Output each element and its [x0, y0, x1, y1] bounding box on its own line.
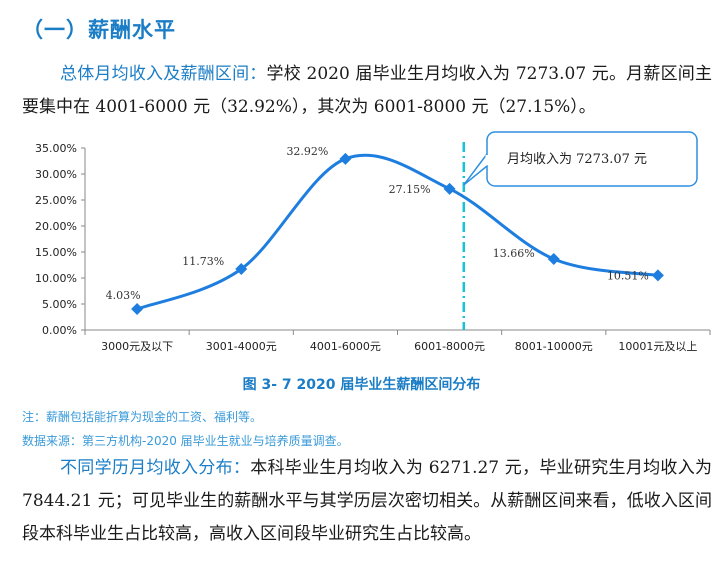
data-label: 13.66%	[493, 247, 535, 260]
paragraph-total-income: 总体月均收入及薪酬区间：学校 2020 届毕业生月均收入为 7273.07 元。…	[22, 58, 712, 124]
data-point-marker	[339, 152, 352, 165]
paragraph-body: 本科毕业生月均收入为 6271.27 元，毕业研究生月均收入为 7844.21 …	[22, 458, 712, 544]
data-label: 32.92%	[286, 145, 328, 158]
y-tick-label: 30.00%	[35, 168, 77, 181]
y-tick-label: 10.00%	[35, 272, 77, 285]
data-point-marker	[651, 269, 664, 282]
x-tick-label: 8001-10000元	[515, 340, 593, 353]
x-tick-label: 6001-8000元	[414, 340, 485, 353]
y-tick-label: 15.00%	[35, 246, 77, 259]
data-label: 10.51%	[607, 269, 649, 282]
callout-text: 月均收入为 7273.07 元	[507, 152, 647, 167]
paragraph-lead: 不同学历月均收入分布：	[60, 458, 251, 478]
y-tick-label: 25.00%	[35, 194, 77, 207]
data-label: 11.73%	[182, 255, 224, 268]
data-source-text: 数据来源：第三方机构-2020 届毕业生就业与培养质量调查。	[22, 434, 349, 448]
salary-distribution-chart: 0.00% 5.00% 10.00% 15.00% 20.00% 25.00% 30.00%…	[35, 131, 711, 353]
callout-group: 月均收入为 7273.07 元	[463, 131, 698, 187]
data-point-marker	[131, 303, 144, 316]
x-tick-label: 4001-6000元	[310, 340, 381, 353]
note-text: 注：薪酬包括能折算为现金的工资、福利等。	[22, 410, 263, 424]
x-tick-label: 3001-4000元	[206, 340, 277, 353]
y-tick-label: 5.00%	[42, 298, 77, 311]
data-point-marker	[443, 182, 456, 195]
data-point-marker	[547, 252, 560, 265]
x-tick-label: 10001元及以上	[618, 340, 697, 353]
paragraph-body: 学校 2020 届毕业生月均收入为 7273.07 元。月薪区间主要集中在 40…	[22, 64, 712, 117]
y-tick-label: 0.00%	[42, 324, 77, 337]
data-label: 27.15%	[389, 183, 431, 196]
section-heading: （一）薪酬水平	[22, 18, 176, 42]
x-tick-label: 3000元及以下	[101, 340, 173, 353]
series-line	[136, 153, 659, 311]
y-tick-label: 20.00%	[35, 220, 77, 233]
paragraph-degree-income: 不同学历月均收入分布：本科毕业生月均收入为 6271.27 元，毕业研究生月均收…	[22, 452, 712, 551]
callout-pointer	[463, 153, 488, 186]
series-group: 4.03% 11.73% 32.92% 27.15% 13.66% 10.51%	[106, 145, 664, 316]
chart-axes: 0.00% 5.00% 10.00% 15.00% 20.00% 25.00% 30.00%…	[35, 142, 711, 353]
y-tick-label: 35.00%	[35, 142, 77, 155]
paragraph-lead: 总体月均收入及薪酬区间：	[60, 64, 267, 84]
data-point-marker	[235, 263, 248, 276]
figure-caption: 图 3- 7 2020 届毕业生薪酬区间分布	[242, 377, 481, 393]
data-label: 4.03%	[106, 289, 141, 302]
